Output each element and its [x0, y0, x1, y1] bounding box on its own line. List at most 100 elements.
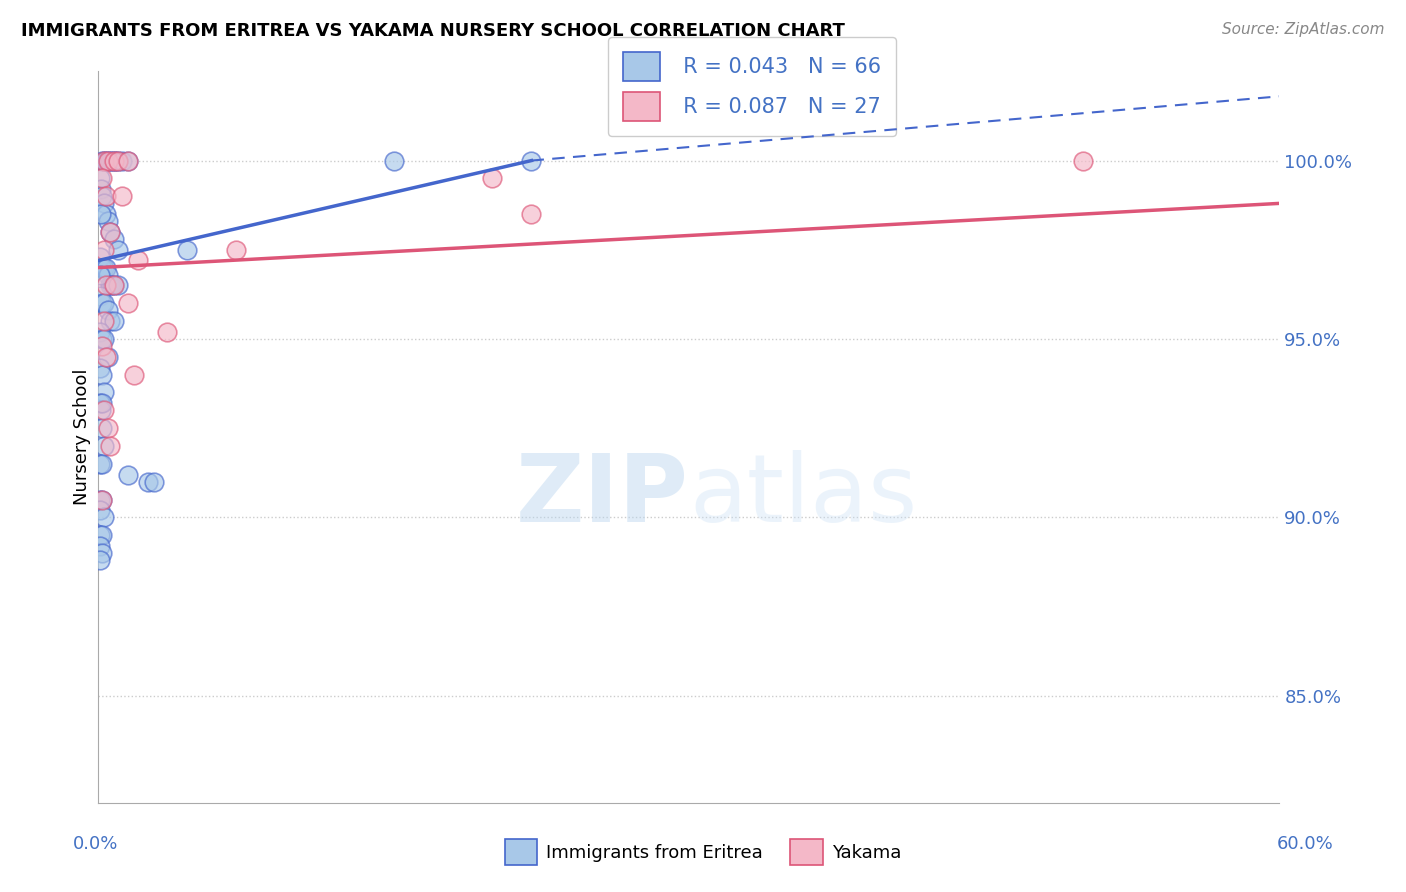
- Point: [136, 475, 159, 489]
- Point: [93, 385, 115, 400]
- Point: [117, 467, 139, 482]
- Point: [117, 153, 139, 168]
- Point: [91, 260, 114, 275]
- Point: [91, 421, 114, 435]
- Point: [97, 153, 120, 168]
- Point: [103, 153, 125, 168]
- Point: [91, 332, 114, 346]
- Point: [96, 153, 118, 168]
- Point: [93, 196, 115, 211]
- Point: [89, 539, 111, 553]
- Point: [96, 260, 118, 275]
- Point: [98, 314, 121, 328]
- Point: [89, 503, 111, 517]
- Point: [103, 314, 125, 328]
- Point: [93, 332, 115, 346]
- Point: [103, 278, 125, 293]
- Point: [91, 368, 114, 382]
- Point: [91, 339, 114, 353]
- Point: [89, 457, 111, 471]
- Point: [91, 189, 114, 203]
- Point: [91, 296, 114, 310]
- Point: [97, 214, 120, 228]
- Point: [103, 278, 125, 293]
- Point: [520, 207, 543, 221]
- Point: [98, 278, 121, 293]
- Point: [91, 396, 114, 410]
- Point: [89, 553, 111, 567]
- Point: [90, 403, 112, 417]
- Point: [96, 350, 118, 364]
- Text: 60.0%: 60.0%: [1277, 835, 1333, 853]
- Point: [481, 171, 503, 186]
- Point: [93, 153, 115, 168]
- Point: [101, 278, 124, 293]
- Point: [91, 492, 114, 507]
- Point: [98, 225, 121, 239]
- Point: [89, 528, 111, 542]
- Point: [96, 207, 118, 221]
- Point: [142, 475, 165, 489]
- Point: [97, 303, 120, 318]
- Point: [89, 396, 111, 410]
- Legend: Immigrants from Eritrea, Yakama: Immigrants from Eritrea, Yakama: [498, 832, 908, 872]
- Point: [122, 368, 145, 382]
- Y-axis label: Nursery School: Nursery School: [73, 368, 91, 506]
- Point: [89, 325, 111, 339]
- Point: [127, 253, 149, 268]
- Point: [97, 153, 120, 168]
- Point: [111, 153, 134, 168]
- Point: [107, 153, 129, 168]
- Point: [98, 439, 121, 453]
- Point: [107, 278, 129, 293]
- Point: [91, 153, 114, 168]
- Point: [89, 289, 111, 303]
- Text: IMMIGRANTS FROM ERITREA VS YAKAMA NURSERY SCHOOL CORRELATION CHART: IMMIGRANTS FROM ERITREA VS YAKAMA NURSER…: [21, 22, 845, 40]
- Point: [93, 296, 115, 310]
- Point: [107, 243, 129, 257]
- Point: [91, 492, 114, 507]
- Point: [91, 528, 114, 542]
- Point: [93, 243, 115, 257]
- Point: [93, 403, 115, 417]
- Point: [91, 171, 114, 186]
- Point: [1071, 153, 1094, 168]
- Point: [89, 171, 111, 186]
- Text: ZIP: ZIP: [516, 450, 689, 541]
- Point: [117, 296, 139, 310]
- Point: [97, 350, 120, 364]
- Point: [93, 510, 115, 524]
- Point: [91, 457, 114, 471]
- Point: [176, 243, 198, 257]
- Point: [96, 189, 118, 203]
- Point: [93, 153, 115, 168]
- Point: [98, 225, 121, 239]
- Point: [90, 182, 112, 196]
- Point: [107, 153, 129, 168]
- Point: [89, 360, 111, 375]
- Point: [89, 268, 111, 282]
- Point: [93, 439, 115, 453]
- Point: [382, 153, 405, 168]
- Point: [103, 153, 125, 168]
- Point: [101, 153, 124, 168]
- Point: [111, 189, 134, 203]
- Point: [105, 153, 128, 168]
- Point: [156, 325, 179, 339]
- Point: [520, 153, 543, 168]
- Point: [225, 243, 247, 257]
- Point: [97, 421, 120, 435]
- Point: [90, 207, 112, 221]
- Point: [93, 314, 115, 328]
- Point: [89, 492, 111, 507]
- Point: [98, 153, 121, 168]
- Text: atlas: atlas: [689, 450, 917, 541]
- Point: [93, 260, 115, 275]
- Point: [91, 546, 114, 560]
- Point: [89, 250, 111, 264]
- Text: 0.0%: 0.0%: [73, 835, 118, 853]
- Point: [117, 153, 139, 168]
- Text: Source: ZipAtlas.com: Source: ZipAtlas.com: [1222, 22, 1385, 37]
- Legend:   R = 0.043   N = 66,   R = 0.087   N = 27: R = 0.043 N = 66, R = 0.087 N = 27: [607, 37, 896, 136]
- Point: [103, 232, 125, 246]
